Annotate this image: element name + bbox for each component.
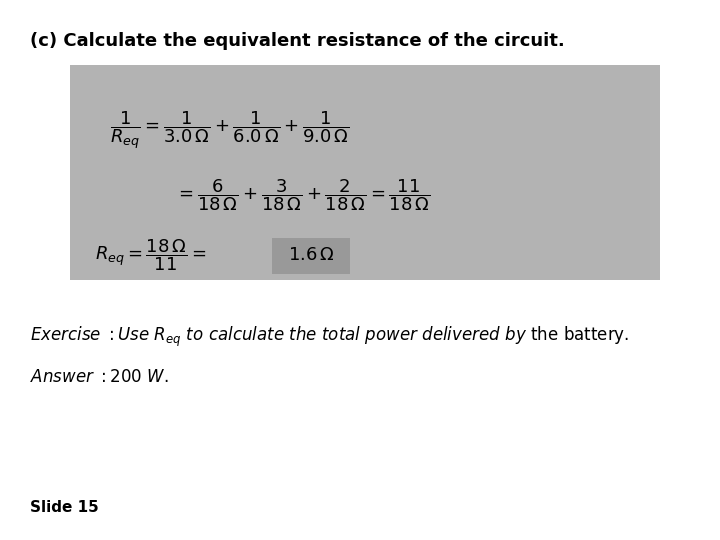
Text: $\mathit{Answer\ :200\ W.}$: $\mathit{Answer\ :200\ W.}$ [30, 368, 168, 386]
Text: (c) Calculate the equivalent resistance of the circuit.: (c) Calculate the equivalent resistance … [30, 32, 564, 50]
Text: Slide 15: Slide 15 [30, 500, 99, 515]
Text: $R_{eq} = \dfrac{18\,\Omega}{11} = $: $R_{eq} = \dfrac{18\,\Omega}{11} = $ [95, 237, 207, 273]
Text: $\mathit{Exercise\ :Use\ R_{eq}\ to\ calculate\ the\ total\ power\ delivered\ by: $\mathit{Exercise\ :Use\ R_{eq}\ to\ cal… [30, 325, 629, 349]
FancyBboxPatch shape [70, 65, 660, 280]
Text: $= \dfrac{6}{18\,\Omega} + \dfrac{3}{18\,\Omega} + \dfrac{2}{18\,\Omega} = \dfra: $= \dfrac{6}{18\,\Omega} + \dfrac{3}{18\… [175, 177, 431, 213]
FancyBboxPatch shape [272, 238, 350, 274]
Text: $1.6\,\Omega$: $1.6\,\Omega$ [288, 246, 334, 264]
Text: $\dfrac{1}{R_{eq}} = \dfrac{1}{3.0\,\Omega} + \dfrac{1}{6.0\,\Omega} + \dfrac{1}: $\dfrac{1}{R_{eq}} = \dfrac{1}{3.0\,\Ome… [110, 109, 350, 151]
